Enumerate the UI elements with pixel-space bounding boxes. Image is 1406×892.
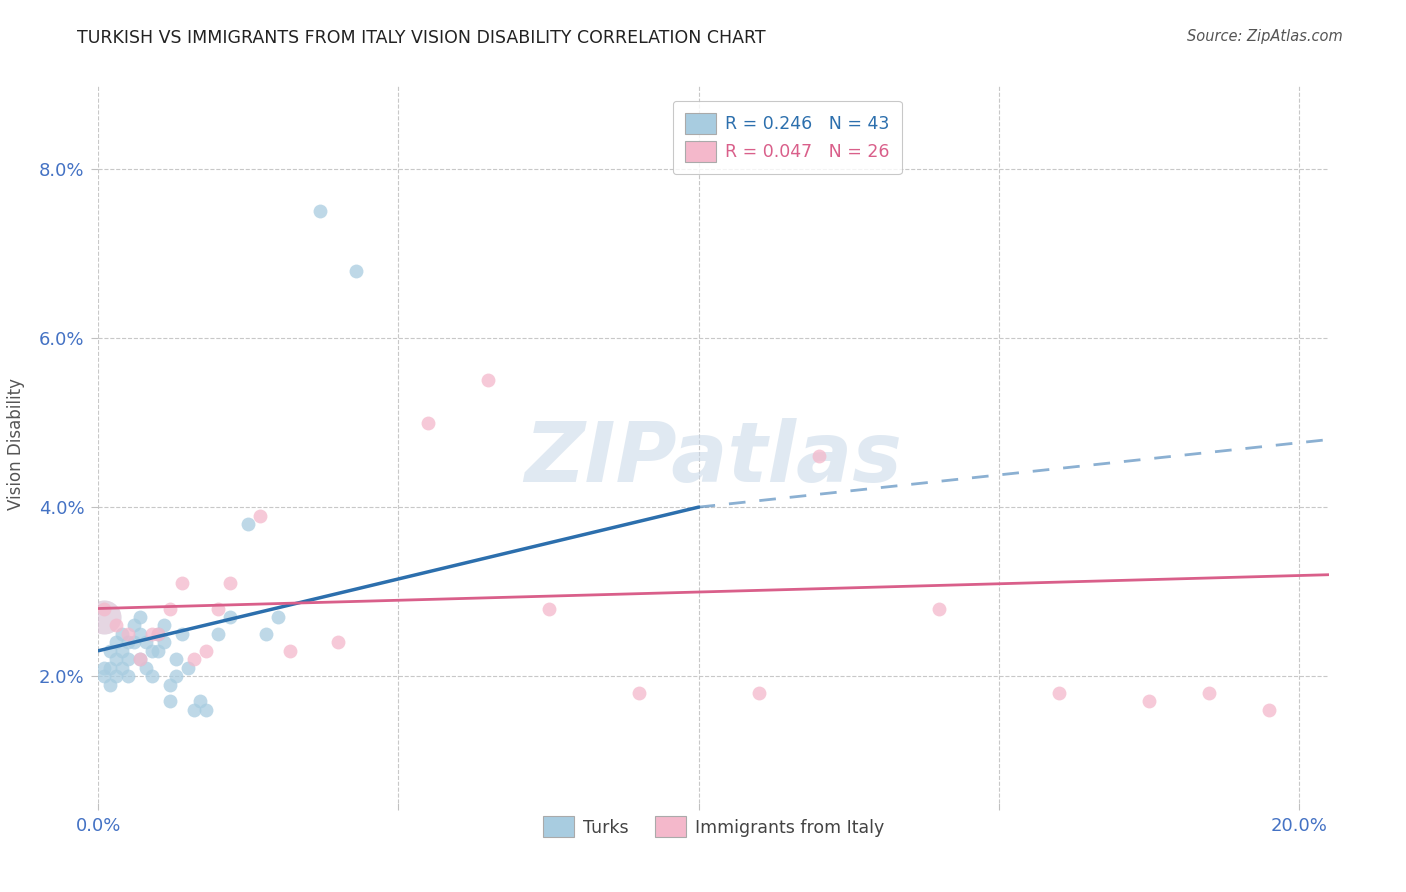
Point: [129, 627, 152, 641]
Point: [172, 576, 194, 591]
Text: ZIPatlas: ZIPatlas: [524, 417, 903, 499]
Point: [159, 677, 181, 691]
Point: [148, 627, 170, 641]
Legend: Turks, Immigrants from Italy: Turks, Immigrants from Italy: [536, 809, 891, 845]
Point: [117, 627, 139, 641]
Point: [105, 652, 128, 666]
Point: [153, 618, 176, 632]
Point: [105, 618, 128, 632]
Point: [93, 601, 115, 615]
Point: [1047, 686, 1070, 700]
Point: [165, 669, 187, 683]
Point: [129, 652, 152, 666]
Point: [183, 652, 205, 666]
Point: [105, 635, 128, 649]
Point: [172, 627, 194, 641]
Point: [153, 635, 176, 649]
Point: [219, 610, 242, 624]
Point: [627, 686, 650, 700]
Point: [124, 618, 146, 632]
Point: [93, 610, 115, 624]
Point: [183, 703, 205, 717]
Point: [100, 677, 122, 691]
Point: [124, 635, 146, 649]
Point: [111, 644, 134, 658]
Point: [141, 627, 163, 641]
Point: [207, 601, 229, 615]
Point: [141, 644, 163, 658]
Point: [135, 660, 157, 674]
Point: [928, 601, 950, 615]
Point: [129, 610, 152, 624]
Y-axis label: Vision Disability: Vision Disability: [7, 378, 25, 509]
Point: [159, 694, 181, 708]
Point: [328, 635, 350, 649]
Text: TURKISH VS IMMIGRANTS FROM ITALY VISION DISABILITY CORRELATION CHART: TURKISH VS IMMIGRANTS FROM ITALY VISION …: [77, 29, 766, 47]
Point: [346, 263, 368, 277]
Point: [93, 669, 115, 683]
Point: [280, 644, 302, 658]
Point: [195, 644, 218, 658]
Point: [238, 516, 260, 531]
Point: [219, 576, 242, 591]
Point: [111, 627, 134, 641]
Point: [1198, 686, 1220, 700]
Point: [100, 660, 122, 674]
Point: [807, 450, 830, 464]
Point: [100, 644, 122, 658]
Point: [148, 644, 170, 658]
Point: [117, 669, 139, 683]
Point: [1137, 694, 1160, 708]
Point: [267, 610, 290, 624]
Point: [177, 660, 200, 674]
Point: [748, 686, 770, 700]
Point: [249, 508, 271, 523]
Text: Source: ZipAtlas.com: Source: ZipAtlas.com: [1187, 29, 1343, 45]
Point: [111, 660, 134, 674]
Point: [93, 610, 115, 624]
Point: [135, 635, 157, 649]
Point: [165, 652, 187, 666]
Point: [129, 652, 152, 666]
Point: [117, 652, 139, 666]
Point: [418, 416, 440, 430]
Point: [117, 635, 139, 649]
Point: [309, 204, 332, 219]
Point: [141, 669, 163, 683]
Point: [159, 601, 181, 615]
Point: [105, 669, 128, 683]
Point: [1257, 703, 1279, 717]
Point: [195, 703, 218, 717]
Point: [148, 627, 170, 641]
Point: [190, 694, 212, 708]
Point: [207, 627, 229, 641]
Point: [93, 660, 115, 674]
Point: [537, 601, 560, 615]
Point: [477, 373, 499, 387]
Point: [256, 627, 278, 641]
